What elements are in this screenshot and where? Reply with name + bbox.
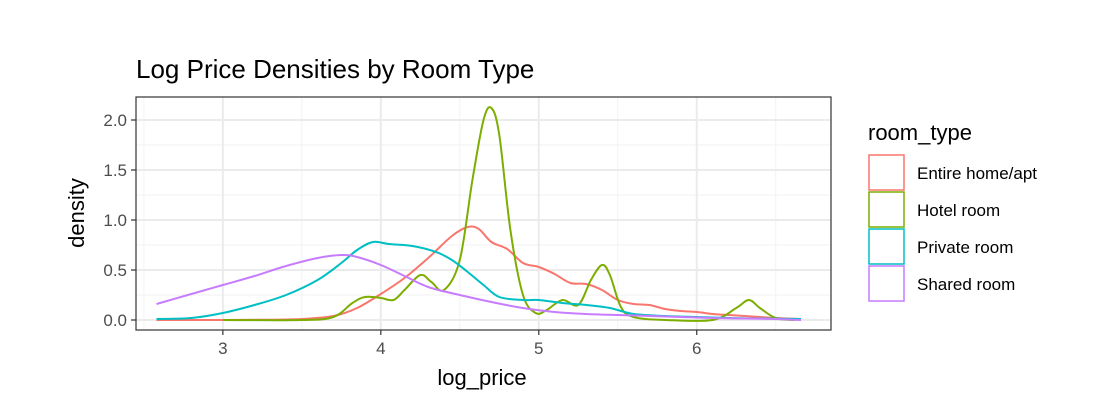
chart-title: Log Price Densities by Room Type [136, 54, 534, 84]
panel-border [135, 96, 832, 331]
y-tick-label: 0.5 [103, 261, 127, 280]
series-line-3 [156, 253, 802, 321]
legend-key-3 [868, 265, 905, 302]
series-line-0 [156, 225, 802, 322]
legend-label-1: Hotel room [917, 201, 1000, 220]
y-axis-title: density [64, 178, 89, 248]
legend-key-0 [868, 154, 905, 191]
legend: room_type Entire home/apt Hotel room Priva… [868, 120, 1037, 302]
plot-panel: 3 4 5 6 0.0 0.5 1.0 1.5 2.0 [103, 96, 832, 358]
x-tick-label: 5 [534, 339, 543, 358]
legend-key-1 [868, 191, 905, 228]
legend-label-3: Shared room [917, 275, 1015, 294]
x-tick-label: 6 [692, 339, 701, 358]
legend-label-0: Entire home/apt [917, 164, 1037, 183]
x-axis-title: log_price [437, 365, 526, 390]
x-tick-label: 3 [218, 339, 227, 358]
y-tick-label: 1.5 [103, 161, 127, 180]
y-tick-label: 0.0 [103, 311, 127, 330]
y-tick-label: 2.0 [103, 111, 127, 130]
series-line-1 [222, 106, 795, 323]
legend-title: room_type [868, 120, 972, 145]
legend-label-2: Private room [917, 238, 1013, 257]
y-tick-label: 1.0 [103, 211, 127, 230]
panel-background [136, 97, 831, 330]
x-tick-label: 4 [376, 339, 385, 358]
legend-key-2 [868, 228, 905, 265]
